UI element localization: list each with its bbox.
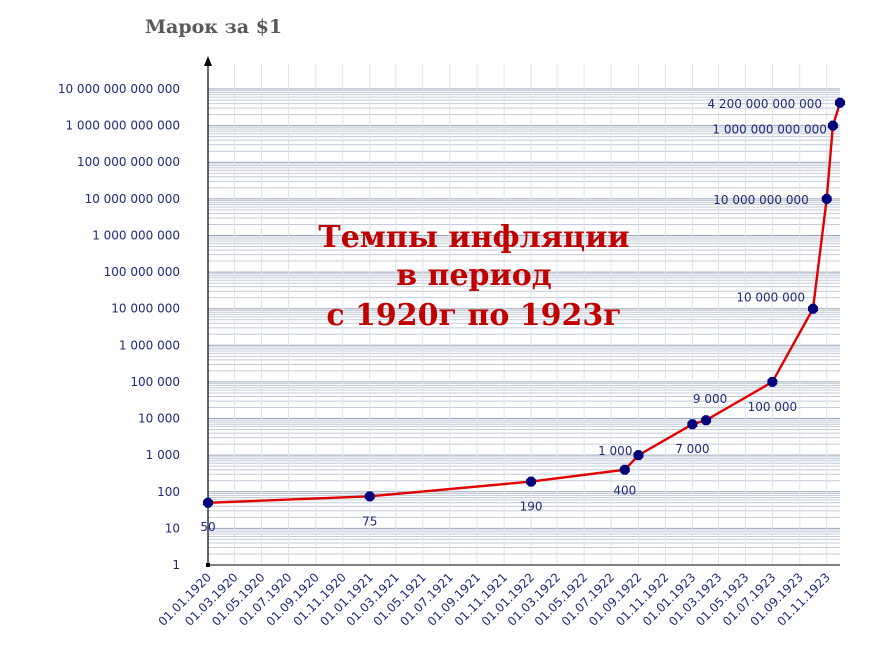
chart-title-line-2: в период xyxy=(396,258,552,293)
data-point xyxy=(203,497,213,508)
data-label: 50 xyxy=(200,520,215,534)
y-tick-label: 10 000 xyxy=(138,412,180,426)
y-tick-label: 100 xyxy=(157,485,180,499)
y-axis-title: Марок за $1 xyxy=(145,16,282,38)
y-tick-label: 1 000 000 xyxy=(119,338,180,352)
y-tick-label: 1 000 000 000 000 xyxy=(65,119,180,133)
data-point xyxy=(687,419,698,430)
data-point xyxy=(808,303,819,314)
y-axis-arrow-icon xyxy=(204,56,212,66)
data-label: 75 xyxy=(362,514,377,528)
data-point xyxy=(364,491,375,502)
data-point xyxy=(619,464,630,475)
data-label: 100 000 xyxy=(748,400,798,414)
y-tick-label: 1 xyxy=(172,558,180,572)
y-tick-label: 100 000 000 000 xyxy=(77,155,180,169)
chart-title: Темпы инфляции в период с 1920г по 1923г xyxy=(318,220,629,333)
y-tick-label: 10 xyxy=(165,521,180,535)
axes xyxy=(204,56,840,567)
y-tick-label: 10 000 000 000 000 xyxy=(58,82,180,96)
y-tick-label: 10 000 000 xyxy=(111,302,180,316)
data-label: 9 000 xyxy=(693,392,727,406)
data-label: 1 000 xyxy=(598,444,632,458)
axis-origin-marker xyxy=(206,563,210,567)
chart-title-line-3: с 1920г по 1923г xyxy=(326,298,621,333)
y-tick-label: 100 000 000 xyxy=(104,265,180,279)
y-tick-label: 1 000 000 000 xyxy=(92,228,180,242)
y-tick-label: 1 000 xyxy=(146,448,180,462)
data-point xyxy=(827,120,838,131)
data-labels: 50 75 190 400 1 000 7 000 9 000 100 000 10 000 0… xyxy=(200,97,827,534)
data-label: 10 000 000 xyxy=(736,291,805,305)
series-line xyxy=(207,102,842,504)
y-tick-label: 100 000 xyxy=(130,375,180,389)
y-tick-labels: 1 10 100 1 000 10 000 100 000 1 000 000 10 000 … xyxy=(58,82,180,572)
data-label: 7 000 xyxy=(675,442,709,456)
data-label: 400 xyxy=(613,484,636,498)
data-label: 10 000 000 000 xyxy=(713,193,808,207)
data-point xyxy=(767,376,778,387)
data-point xyxy=(835,97,845,108)
data-point xyxy=(526,476,537,487)
data-point xyxy=(821,193,832,204)
y-tick-label: 10 000 000 000 xyxy=(85,192,180,206)
data-label: 1 000 000 000 000 xyxy=(712,123,827,137)
data-label: 4 200 000 000 000 xyxy=(707,97,822,111)
chart-title-line-1: Темпы инфляции xyxy=(318,220,629,255)
data-point xyxy=(633,450,644,461)
data-point xyxy=(701,415,712,426)
data-label: 190 xyxy=(520,500,543,514)
series-layer xyxy=(203,97,845,508)
grid-lines xyxy=(207,64,840,566)
x-tick-labels: 01.01.192001.03.192001.05.192001.07.1920… xyxy=(156,570,833,628)
